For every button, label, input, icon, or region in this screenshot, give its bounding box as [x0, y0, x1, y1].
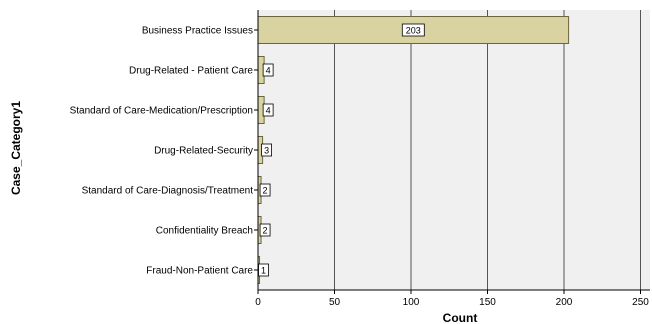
x-tick-labels: 0 50 100 150 200 250 [255, 290, 649, 308]
data-label-1: 203 [406, 26, 421, 36]
category-label-3: Standard of Care-Medication/Prescription [70, 106, 253, 117]
data-label-box-2 [262, 63, 274, 77]
data-label-2: 4 [266, 66, 271, 76]
data-label-box-4 [261, 143, 272, 157]
data-label-3: 4 [266, 106, 271, 116]
data-label-6: 2 [263, 226, 268, 236]
category-label-7: Fraud-Non-Patient Care [146, 266, 253, 277]
data-label-box-5 [259, 183, 271, 197]
data-label-7: 1 [261, 266, 266, 276]
x-tick-label-200: 200 [556, 297, 573, 308]
category-label-6: Confidentiality Breach [156, 226, 253, 237]
data-label-box-3 [262, 103, 274, 117]
category-label-5: Standard of Care-Diagnosis/Treatment [82, 186, 254, 197]
category-labels: Business Practice Issues Drug-Related - P… [70, 26, 258, 277]
y-axis-title: Case_Category1 [9, 101, 23, 195]
gridlines [334, 10, 641, 290]
x-tick-label-250: 250 [632, 297, 649, 308]
x-tick-label-0: 0 [255, 297, 261, 308]
data-label-4: 3 [264, 146, 269, 156]
plot-area [258, 10, 650, 290]
x-tick-label-100: 100 [403, 297, 420, 308]
category-label-1: Business Practice Issues [142, 26, 253, 37]
data-label-box-6 [259, 223, 271, 237]
x-axis-title: Count [443, 311, 478, 324]
data-label-box-1 [401, 23, 425, 37]
category-label-4: Drug-Related-Security [154, 146, 253, 157]
data-label-box-7 [258, 263, 269, 277]
data-label-5: 2 [263, 186, 268, 196]
bars: 203 4 4 3 2 2 1 [257, 16, 570, 284]
category-label-2: Drug-Related - Patient Care [129, 66, 253, 77]
x-tick-label-50: 50 [329, 297, 341, 308]
x-tick-label-150: 150 [479, 297, 496, 308]
